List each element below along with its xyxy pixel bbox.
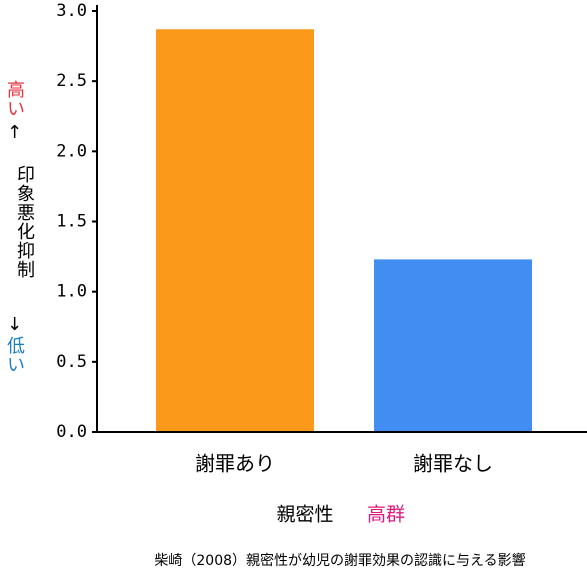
- bar: [156, 29, 314, 432]
- y-label-high: 高い: [4, 80, 25, 118]
- caption: 柴崎（2008）親密性が幼児の謝罪効果の認識に与える影響: [154, 552, 525, 569]
- y-tick-label: 1.0: [56, 282, 87, 302]
- y-label-down: ↓: [4, 314, 25, 336]
- y-tick-label: 3.0: [56, 1, 87, 21]
- y-tick-label: 1.5: [56, 212, 87, 232]
- x-label: 親密性: [276, 504, 333, 526]
- y-label: 印象悪化抑制: [14, 165, 35, 279]
- y-label-up: ↑: [4, 122, 25, 144]
- y-label-low: 低い: [4, 336, 25, 374]
- y-tick-label: 2.5: [56, 71, 87, 91]
- y-tick-label: 0.0: [56, 422, 87, 442]
- bar: [374, 259, 532, 432]
- x-tick-label: 謝罪なし: [413, 452, 493, 476]
- y-tick-label: 2.0: [56, 141, 87, 161]
- x-tick-label: 謝罪あり: [195, 452, 275, 476]
- x-label-group: 高群: [367, 504, 405, 526]
- y-tick-label: 0.5: [56, 352, 87, 372]
